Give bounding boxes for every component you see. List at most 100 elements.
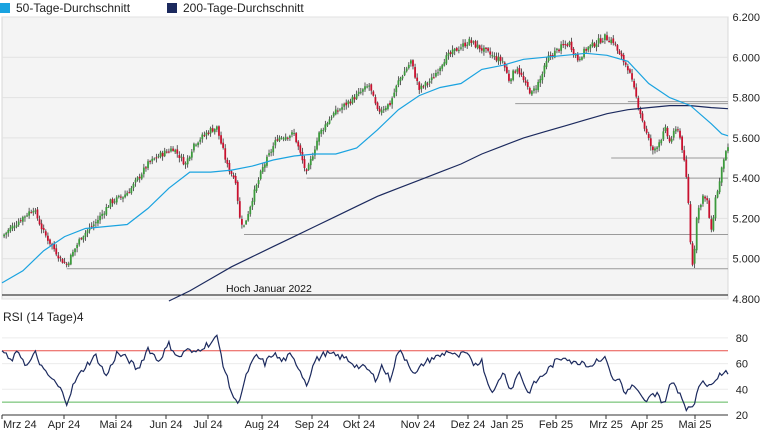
candle-body — [649, 138, 652, 147]
candle-body — [722, 159, 725, 169]
candle-body — [117, 195, 120, 198]
candle-body — [445, 55, 448, 64]
candle-body — [209, 128, 212, 134]
candle-body — [328, 119, 331, 124]
candle-body — [522, 75, 525, 81]
candle-body — [604, 34, 606, 41]
candle-body — [201, 134, 204, 140]
candle-body — [495, 56, 498, 61]
candle-body — [339, 109, 341, 111]
candle-body — [699, 204, 702, 208]
candle-body — [405, 68, 408, 72]
candle-body — [618, 50, 621, 54]
candle-body — [205, 132, 208, 136]
candle-body — [468, 38, 471, 45]
candle-body — [257, 180, 260, 185]
candle-body — [714, 197, 717, 219]
candle-body — [226, 159, 229, 164]
candle-body — [470, 40, 473, 44]
candle-body — [489, 51, 492, 55]
price-y-tick-label: 6.000 — [732, 52, 760, 64]
candle-body — [7, 229, 10, 234]
candle-body — [134, 179, 137, 183]
candle-body — [428, 81, 431, 83]
candle-body — [585, 49, 588, 51]
candle-body — [278, 137, 281, 141]
candle-body — [601, 41, 604, 43]
candle-body — [566, 44, 569, 47]
x-tick-label: Dez 24 — [451, 419, 486, 430]
candle-body — [679, 130, 681, 138]
x-tick-label: Nov 24 — [401, 419, 436, 430]
price-y-tick-label: 5.200 — [732, 213, 760, 225]
rsi-panel: RSI (14 Tage)4 80 60 40 20 — [1, 310, 748, 422]
candle-body — [78, 239, 81, 245]
candle-body — [65, 263, 68, 265]
candle-body — [211, 128, 214, 132]
candle-body — [103, 213, 106, 215]
candle-body — [635, 87, 638, 97]
candle-body — [230, 171, 233, 175]
candle-body — [662, 131, 665, 140]
candle-body — [378, 108, 381, 112]
price-y-tick-label: 5.600 — [732, 133, 760, 145]
legend-item-ma50[interactable]: 50-Tage-Durchschnitt — [0, 1, 130, 15]
ma200-line — [168, 105, 729, 302]
legend-swatch-ma50 — [0, 3, 10, 13]
legend-item-ma200[interactable]: 200-Tage-Durchschnitt — [167, 1, 304, 15]
candle-body — [418, 82, 421, 90]
candle-body — [32, 211, 35, 213]
candle-body — [220, 135, 222, 144]
candle-body — [654, 148, 656, 151]
candle-body — [5, 232, 8, 235]
candle-body — [409, 60, 412, 64]
candle-body — [457, 49, 460, 51]
candle-body — [63, 261, 66, 263]
x-tick-label: Aug 24 — [245, 419, 280, 430]
candle-body — [372, 91, 375, 96]
candle-body — [124, 194, 126, 198]
candle-body — [412, 60, 414, 67]
candle-body — [259, 171, 262, 180]
candle-body — [303, 159, 306, 169]
candle-body — [384, 107, 387, 110]
candle-body — [462, 43, 464, 47]
candle-body — [576, 53, 579, 61]
candle-body — [3, 234, 5, 237]
candle-body — [88, 227, 91, 231]
candle-body — [320, 129, 323, 134]
candle-body — [84, 232, 87, 237]
candle-body — [322, 130, 325, 132]
candle-body — [376, 102, 379, 109]
ma50-line — [1, 52, 729, 284]
price-y-tick-label: 4.800 — [732, 294, 760, 306]
candle-body — [236, 181, 239, 201]
candle-body — [26, 215, 28, 217]
candle-body — [130, 187, 133, 194]
candle-body — [543, 65, 546, 74]
candle-body — [355, 93, 358, 99]
candle-body — [664, 126, 667, 131]
candle-body — [301, 151, 304, 161]
candle-body — [53, 244, 56, 250]
candle-body — [349, 101, 352, 104]
candle-body — [422, 86, 425, 88]
candle-body — [159, 152, 162, 157]
candle-body — [478, 45, 481, 50]
candle-body — [247, 214, 250, 221]
candle-body — [656, 147, 658, 149]
candle-body — [224, 148, 227, 160]
candle-body — [670, 138, 673, 142]
candle-body — [318, 132, 321, 142]
x-tick-label: Mai 24 — [99, 419, 132, 430]
rsi-y-tick-label: 60 — [736, 359, 748, 371]
candle-body — [464, 42, 467, 47]
candle-body — [553, 50, 556, 58]
candle-body — [387, 104, 389, 109]
candle-body — [353, 97, 356, 100]
candle-body — [505, 66, 508, 73]
candle-body — [612, 38, 615, 44]
candle-body — [578, 58, 581, 60]
candle-body — [695, 218, 698, 251]
